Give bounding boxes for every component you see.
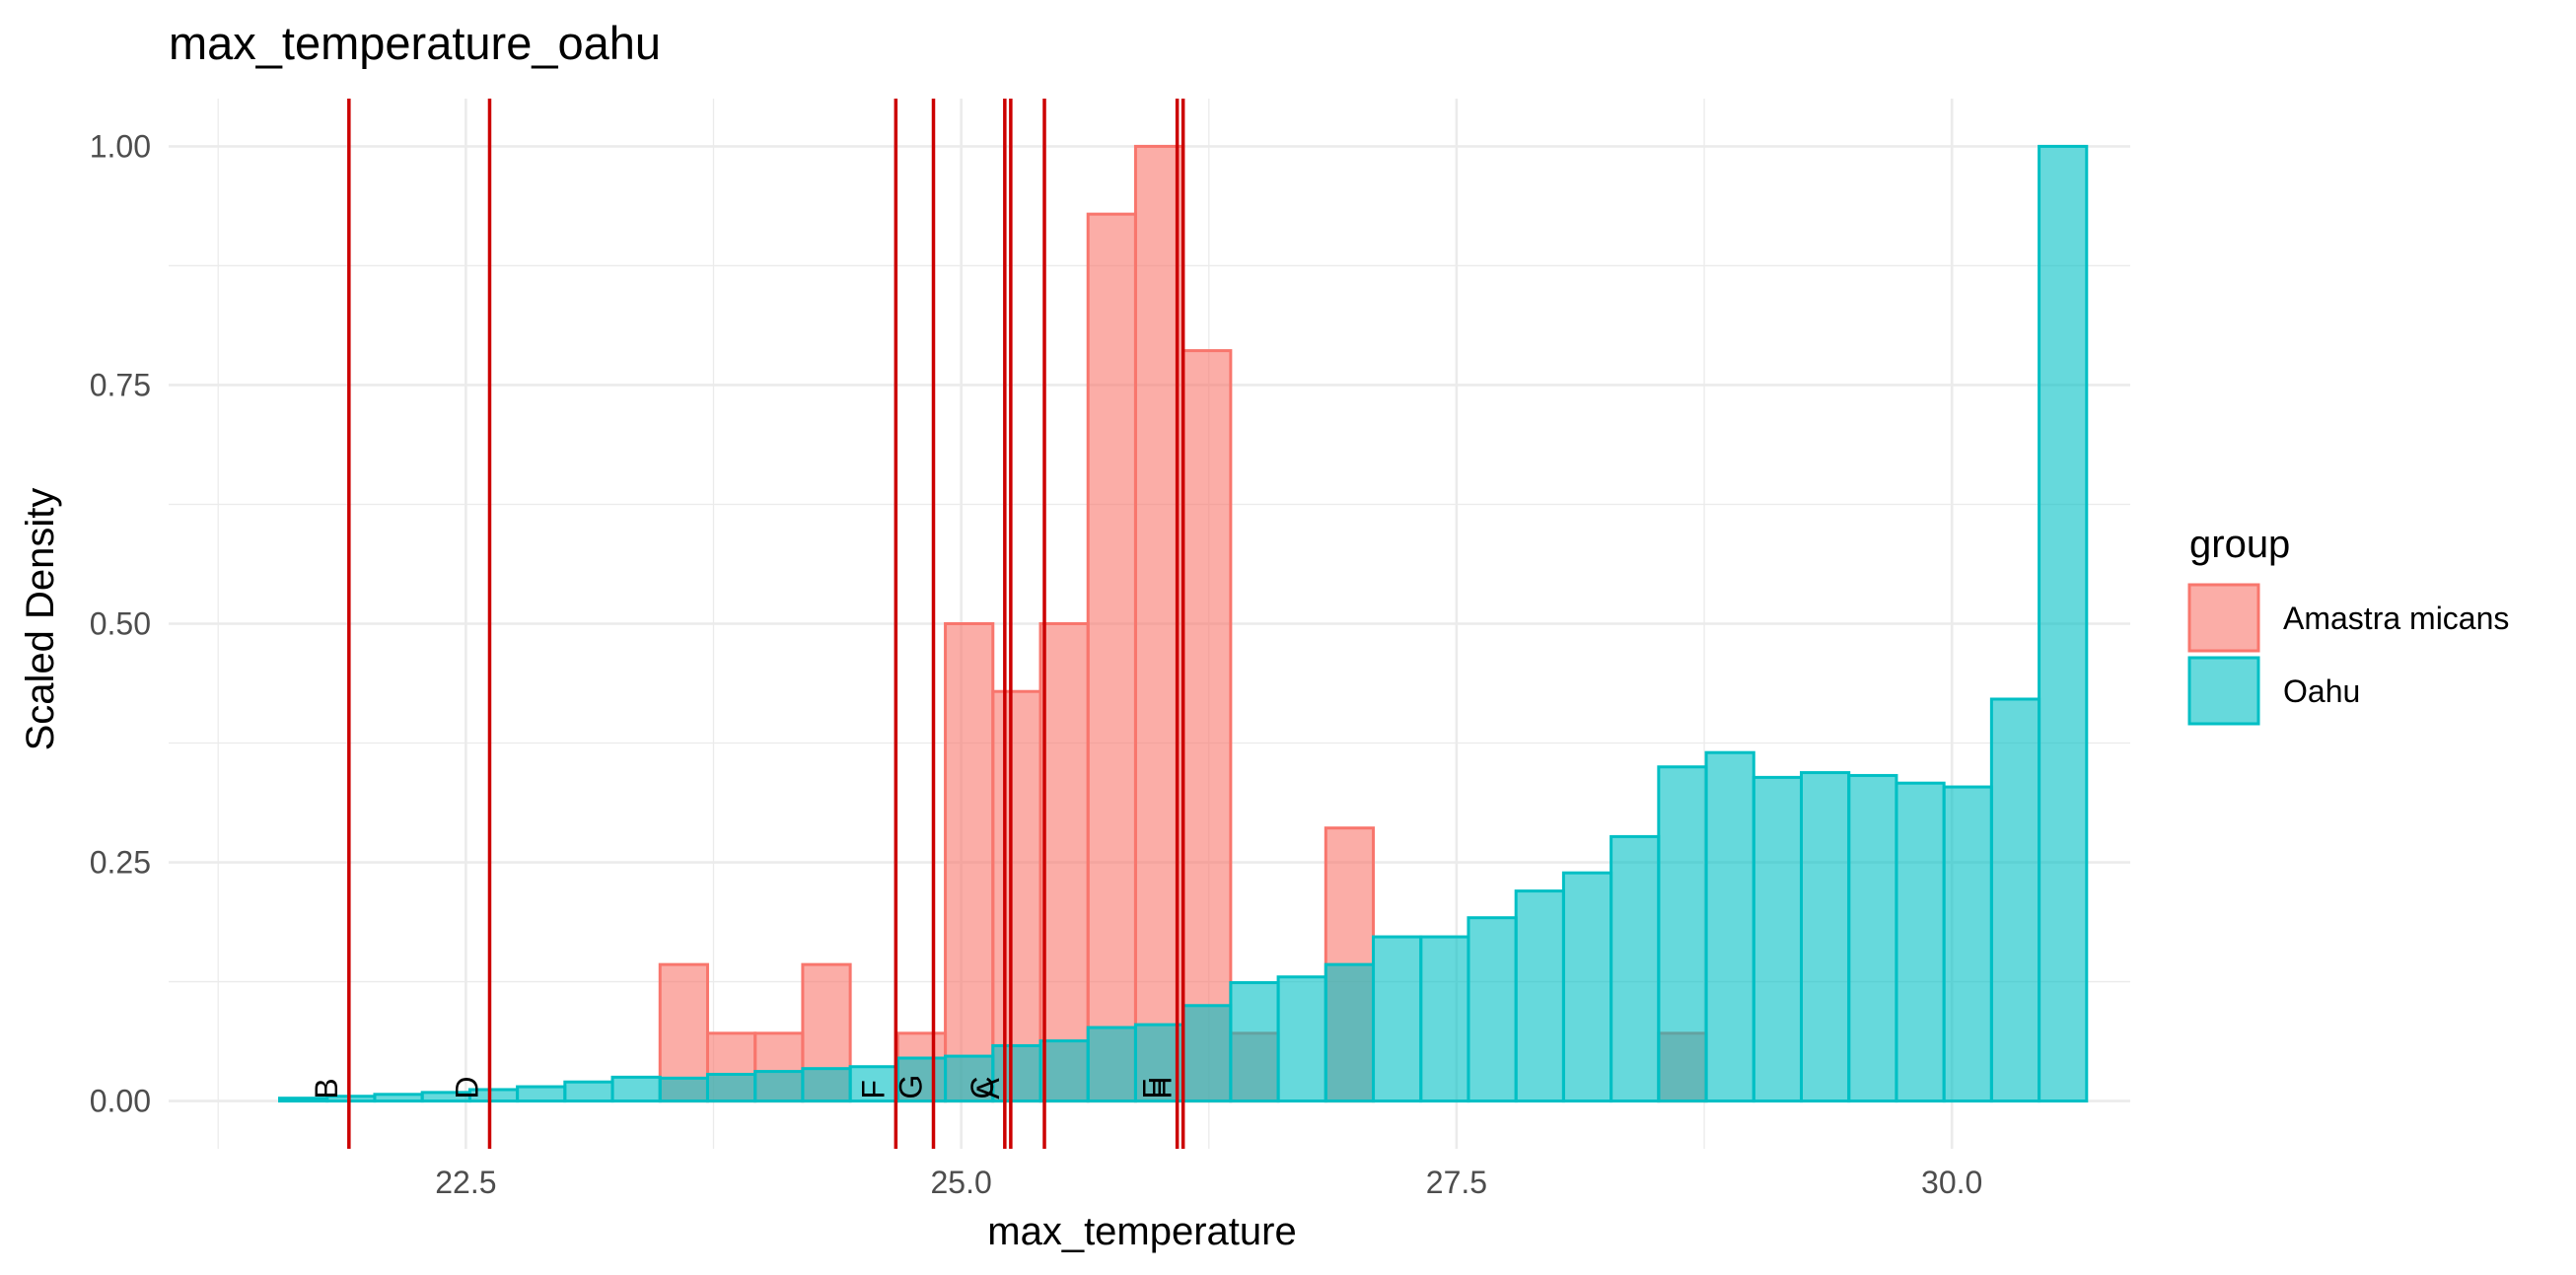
y-tick-label: 0.25 [90, 845, 151, 881]
x-axis-title: max_temperature [987, 1210, 1296, 1253]
x-tick-label: 27.5 [1426, 1165, 1487, 1200]
legend: group Amastra micans Oahu [2187, 523, 2509, 726]
reference-label-d: D [449, 1076, 484, 1098]
legend-label-amastra-micans: Amastra micans [2283, 601, 2509, 636]
reference-label-e: E [1137, 1078, 1173, 1098]
bar-oahu [705, 1072, 757, 1103]
y-tick-label: 0.50 [90, 606, 151, 642]
reference-label-g: G [894, 1075, 929, 1099]
bar-oahu [610, 1075, 662, 1103]
bar-oahu [2038, 144, 2089, 1103]
reference-label-b: B [309, 1078, 344, 1098]
reference-label-f: F [855, 1080, 891, 1099]
y-tick-label: 0.00 [90, 1084, 151, 1119]
bar-oahu [1419, 935, 1470, 1103]
legend-key-oahu [2187, 656, 2260, 726]
bar-oahu [1942, 785, 1993, 1103]
legend-key-amastra-micans [2187, 583, 2260, 653]
bar-oahu [1372, 935, 1423, 1103]
series-oahu [278, 144, 2089, 1103]
bar-oahu [1799, 771, 1851, 1103]
y-tick-label: 0.75 [90, 367, 151, 402]
bar-oahu [753, 1070, 805, 1103]
bar-oahu [1038, 1039, 1090, 1103]
reference-lines: B D F G CA EH [309, 99, 1185, 1149]
bar-oahu [1086, 1026, 1137, 1103]
legend-label-oahu: Oahu [2283, 673, 2360, 709]
chart-title: max_temperature_oahu [169, 17, 661, 69]
legend-title: group [2189, 523, 2290, 566]
reference-label-h: H [1143, 1076, 1179, 1098]
bar-oahu [991, 1043, 1042, 1103]
x-tick-label: 25.0 [930, 1165, 991, 1200]
bar-oahu [1847, 773, 1898, 1103]
bar-oahu [895, 1056, 948, 1103]
y-axis-title: Scaled Density [19, 488, 62, 751]
reference-label-a: A [970, 1078, 1006, 1099]
bar-oahu [801, 1067, 852, 1103]
bar-oahu [1895, 781, 1946, 1103]
bar-oahu [1467, 916, 1518, 1103]
bar-amastra-micans [1181, 349, 1233, 1103]
legend-item-amastra-micans: Amastra micans [2187, 583, 2509, 653]
histogram-bars [278, 144, 2089, 1103]
bar-amastra-micans [991, 689, 1042, 1103]
bar-amastra-micans [944, 622, 995, 1103]
bar-oahu [1276, 975, 1327, 1103]
x-tick-label: 30.0 [1921, 1165, 1982, 1200]
tick-labels: 22.5 25.0 27.5 30.0 0.00 0.25 0.50 0.75 1.00 [90, 128, 1983, 1200]
x-tick-label: 22.5 [435, 1165, 496, 1200]
bar-oahu [1610, 834, 1661, 1103]
bar-oahu [658, 1076, 709, 1103]
bar-oahu [373, 1093, 424, 1103]
bar-oahu [1229, 981, 1280, 1103]
bar-oahu [516, 1085, 567, 1103]
bar-amastra-micans [1038, 622, 1090, 1103]
bar-oahu [1704, 750, 1755, 1103]
bar-oahu [1324, 962, 1376, 1103]
bar-oahu [1514, 889, 1565, 1103]
y-tick-label: 1.00 [90, 128, 151, 164]
bar-oahu [1752, 775, 1803, 1103]
bar-oahu [944, 1054, 995, 1103]
bar-amastra-micans [1086, 212, 1137, 1103]
bar-oahu [1657, 765, 1708, 1103]
bar-oahu [1561, 871, 1613, 1103]
bar-oahu [563, 1080, 614, 1103]
bar-oahu [1989, 697, 2041, 1103]
bar-oahu [1181, 1004, 1233, 1103]
reference-label-c: C [965, 1076, 1000, 1098]
legend-item-oahu: Oahu [2187, 656, 2360, 726]
